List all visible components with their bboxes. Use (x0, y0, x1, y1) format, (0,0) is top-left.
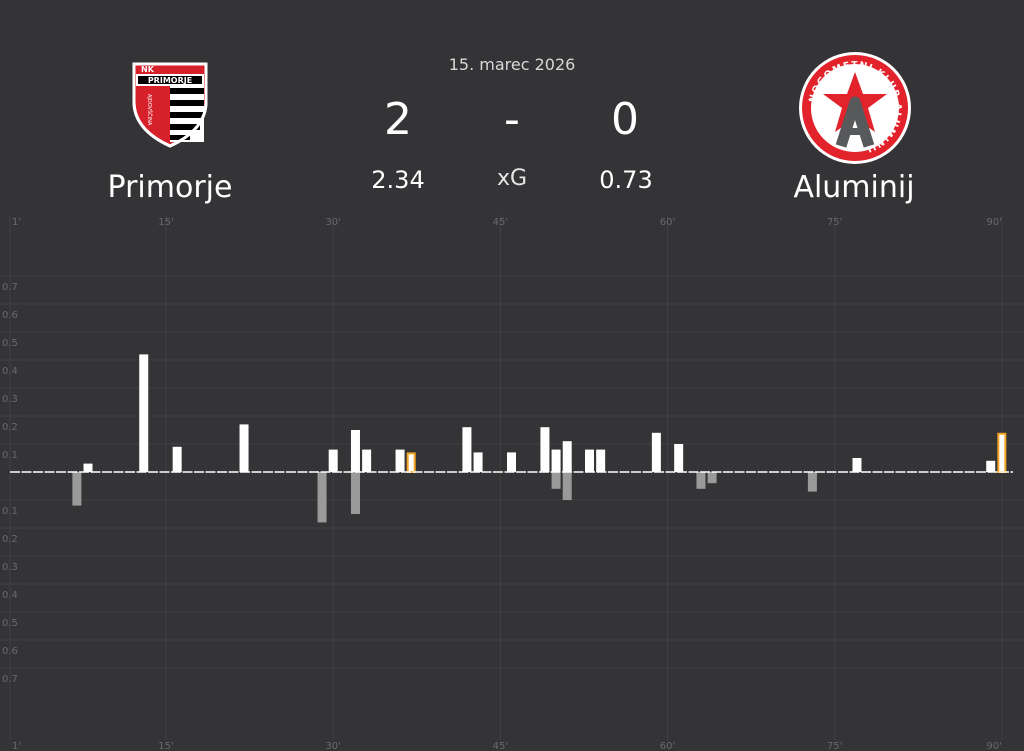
away-score: 0 (611, 94, 639, 145)
primorje-crest-icon: NK PRIMORJE AJDOVŠČINA (130, 62, 210, 148)
home-shot-bar (395, 449, 405, 472)
shot-bars (72, 354, 1007, 523)
y-tick-label: 0.4 (2, 590, 18, 601)
x-tick-label-bottom: 90' (986, 741, 1001, 751)
y-tick-label: 0.2 (2, 422, 18, 433)
home-shot-bar (473, 452, 483, 472)
y-tick-label: 0.3 (2, 394, 18, 405)
home-shot-bar (507, 452, 516, 472)
xg-label: xG (496, 166, 528, 191)
aluminij-crest-icon: NOGOMETNI KLUB ALUMINIJ (797, 50, 913, 166)
y-tick-label: 0.6 (2, 310, 18, 321)
y-tick-label: 0.2 (2, 534, 18, 545)
away-team-name: Aluminij (793, 170, 915, 205)
home-xg: 2.34 (371, 166, 425, 194)
away-shot-bar (696, 472, 706, 489)
home-score: 2 (384, 94, 412, 145)
home-shot-bar (172, 446, 182, 472)
match-header: 15. marec 2026 NK PRIMORJE AJDOVŠČINA (0, 0, 1024, 215)
y-tick-label: 0.7 (2, 282, 18, 293)
away-shot-bar (707, 472, 717, 484)
x-tick-label-top: 45' (493, 217, 508, 228)
away-shot-bar (350, 472, 360, 514)
away-shot-bar (72, 472, 82, 506)
x-tick-label-top: 30' (325, 217, 340, 228)
crest-name-text: PRIMORJE (148, 76, 192, 85)
home-shot-bar (350, 430, 360, 472)
x-tick-label-bottom: 15' (158, 741, 173, 751)
y-tick-label: 0.1 (2, 450, 18, 461)
crest-side-text: AJDOVŠČINA (146, 94, 153, 126)
grid (0, 215, 1024, 740)
home-team-name: Primorje (107, 170, 233, 205)
x-tick-label-top: 75' (827, 217, 842, 228)
xg-timeline-chart: 0.7 0.6 0.5 0.4 0.3 0.2 0.1 0.1 0.2 0.3 0.4 0.5 0.6 0… (0, 215, 1024, 751)
x-tick-label-top: 1' (12, 217, 21, 228)
away-shot-bar (807, 472, 817, 492)
home-shot-bar (651, 432, 661, 472)
y-tick-label: 0.5 (2, 338, 18, 349)
away-shot-bar (551, 472, 561, 489)
y-tick-label: 0.5 (2, 618, 18, 629)
home-shot-bar (986, 460, 996, 472)
match-date: 15. marec 2026 (448, 55, 576, 74)
home-shot-bar (462, 427, 472, 472)
home-shot-bar (540, 427, 550, 472)
x-tick-label-bottom: 75' (827, 741, 842, 751)
y-tick-label: 0.4 (2, 366, 18, 377)
x-tick-label-top: 90' (986, 217, 1001, 228)
y-tick-label: 0.6 (2, 646, 18, 657)
home-shot-bar (852, 458, 862, 472)
home-shot-bar (674, 444, 684, 472)
away-xg: 0.73 (599, 166, 653, 194)
score-separator: - (504, 94, 520, 145)
axis-ticks: 0.7 0.6 0.5 0.4 0.3 0.2 0.1 0.1 0.2 0.3 0.4 0.5 0.6 0… (2, 217, 1002, 751)
away-shot-bar (562, 472, 572, 500)
home-goal-bar (406, 452, 416, 473)
x-tick-label-top: 15' (158, 217, 173, 228)
home-shot-bar (596, 449, 606, 472)
home-goal-bar (997, 432, 1007, 474)
away-shot-bar (317, 472, 327, 523)
home-shot-bar (328, 449, 338, 472)
home-shot-bar (239, 424, 249, 472)
x-tick-label-bottom: 60' (660, 741, 675, 751)
y-tick-label: 0.3 (2, 562, 18, 573)
x-tick-label-top: 60' (660, 217, 675, 228)
y-tick-label: 0.1 (2, 506, 18, 517)
y-tick-label: 0.7 (2, 674, 18, 685)
x-tick-label-bottom: 1' (12, 741, 21, 751)
x-tick-label-bottom: 45' (493, 741, 508, 751)
home-shot-bar (551, 449, 561, 472)
home-shot-bar (585, 449, 595, 472)
home-shot-bar (562, 441, 572, 472)
home-shot-bar (139, 354, 149, 472)
home-shot-bar (362, 449, 372, 472)
home-shot-bar (83, 463, 93, 472)
crest-top-text: NK (141, 65, 155, 74)
x-tick-label-bottom: 30' (325, 741, 340, 751)
